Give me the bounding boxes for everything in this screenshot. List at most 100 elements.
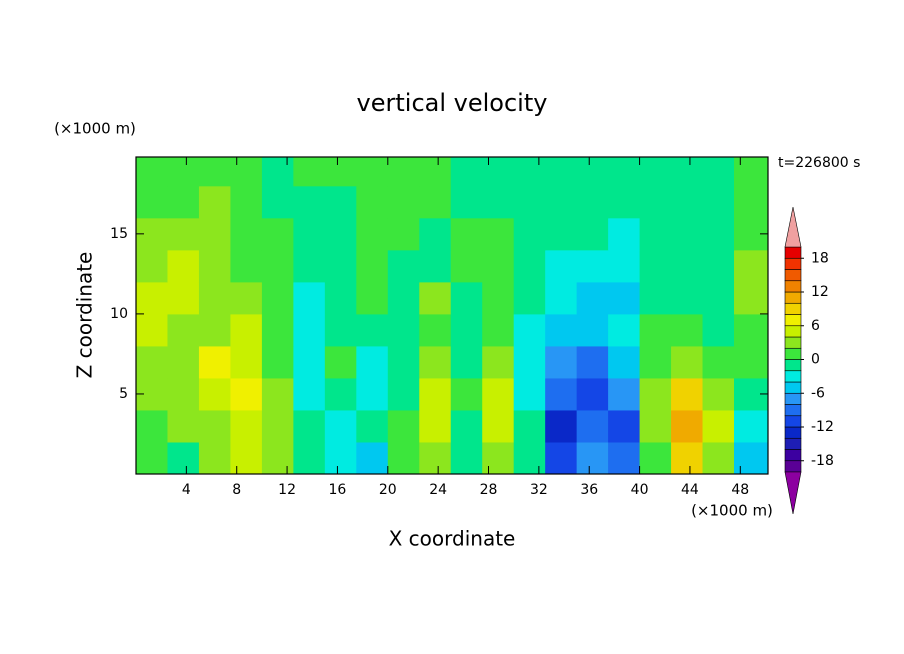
field-cell — [198, 409, 231, 443]
field-cell — [450, 217, 483, 251]
colorbar-segment — [784, 246, 802, 259]
field-cell — [513, 217, 546, 251]
field-cell — [136, 281, 168, 315]
field-cell — [482, 281, 515, 315]
field-cell — [356, 345, 389, 379]
y-tick-label: 10 — [110, 306, 128, 322]
field-cell — [734, 157, 768, 187]
field-cell — [136, 185, 168, 219]
field-cell — [671, 441, 704, 474]
field-cell — [419, 409, 452, 443]
colorbar-segment — [784, 291, 802, 304]
field-cell — [356, 157, 389, 187]
field-cell — [356, 313, 389, 347]
field-cell — [734, 409, 768, 443]
field-cell — [261, 157, 294, 187]
field-cell — [545, 345, 578, 379]
field-cell — [387, 185, 420, 219]
field-cell — [324, 313, 357, 347]
colorbar-segment — [784, 314, 802, 327]
field-cell — [671, 185, 704, 219]
field-cell — [261, 185, 294, 219]
field-cell — [419, 249, 452, 283]
field-cell — [702, 377, 735, 411]
y-axis-label: Z coordinate — [73, 252, 97, 379]
field-cell — [482, 217, 515, 251]
field-cell — [545, 185, 578, 219]
field-cell — [639, 217, 672, 251]
colorbar-segment — [784, 280, 802, 293]
field-cell — [513, 345, 546, 379]
field-cell — [639, 281, 672, 315]
x-tick-label: 48 — [731, 482, 749, 498]
field-cell — [639, 313, 672, 347]
field-cell — [702, 281, 735, 315]
field-cell — [545, 377, 578, 411]
field-cell — [261, 249, 294, 283]
field-cell — [230, 345, 263, 379]
field-cell — [576, 217, 609, 251]
field-cell — [702, 313, 735, 347]
field-cell — [671, 377, 704, 411]
field-cell — [450, 249, 483, 283]
field-cell — [576, 157, 609, 187]
field-cell — [545, 217, 578, 251]
colorbar-segment — [784, 392, 802, 405]
field-cell — [639, 249, 672, 283]
field-cell — [608, 409, 641, 443]
field-cell — [293, 217, 326, 251]
field-cell — [608, 249, 641, 283]
field-cell — [671, 157, 704, 187]
field-cell — [608, 185, 641, 219]
field-cell — [230, 249, 263, 283]
field-cell — [230, 377, 263, 411]
field-cell — [136, 249, 168, 283]
field-cell — [576, 185, 609, 219]
x-tick-label: 24 — [429, 482, 447, 498]
field-cell — [324, 377, 357, 411]
field-cell — [482, 185, 515, 219]
field-cell — [639, 345, 672, 379]
colorbar-segment — [784, 449, 802, 462]
field-cell — [261, 345, 294, 379]
field-cell — [419, 377, 452, 411]
colorbar-segment — [784, 415, 802, 428]
field-cell — [293, 313, 326, 347]
y-tick-label: 5 — [119, 386, 128, 402]
x-tick-label: 4 — [182, 482, 191, 498]
colorbar-segment — [784, 381, 802, 394]
field-cell — [450, 441, 483, 474]
field-cell — [482, 377, 515, 411]
field-cell — [167, 157, 200, 187]
x-tick-label: 16 — [329, 482, 347, 498]
field-cell — [702, 217, 735, 251]
field-cell — [387, 249, 420, 283]
field-cell — [608, 157, 641, 187]
field-cell — [136, 441, 168, 474]
field-cell — [293, 377, 326, 411]
field-cell — [387, 377, 420, 411]
field-cell — [356, 217, 389, 251]
field-cell — [167, 185, 200, 219]
x-tick-label: 40 — [631, 482, 649, 498]
x-tick-label: 28 — [480, 482, 498, 498]
field-cell — [450, 281, 483, 315]
colorbar-tick-label: -12 — [811, 419, 834, 435]
field-cell — [545, 313, 578, 347]
field-cell — [513, 377, 546, 411]
field-cell — [450, 157, 483, 187]
field-cell — [387, 409, 420, 443]
field-cell — [545, 157, 578, 187]
colorbar-segment — [784, 359, 802, 372]
field-cell — [261, 313, 294, 347]
field-cell — [387, 441, 420, 474]
field-cell — [198, 157, 231, 187]
field-cell — [198, 217, 231, 251]
field-cell — [230, 409, 263, 443]
field-cell — [387, 313, 420, 347]
field-cell — [167, 441, 200, 474]
colorbar-tick-label: -18 — [811, 453, 834, 469]
field-cell — [450, 345, 483, 379]
colorbar-segment — [784, 404, 802, 417]
field-cell — [230, 217, 263, 251]
